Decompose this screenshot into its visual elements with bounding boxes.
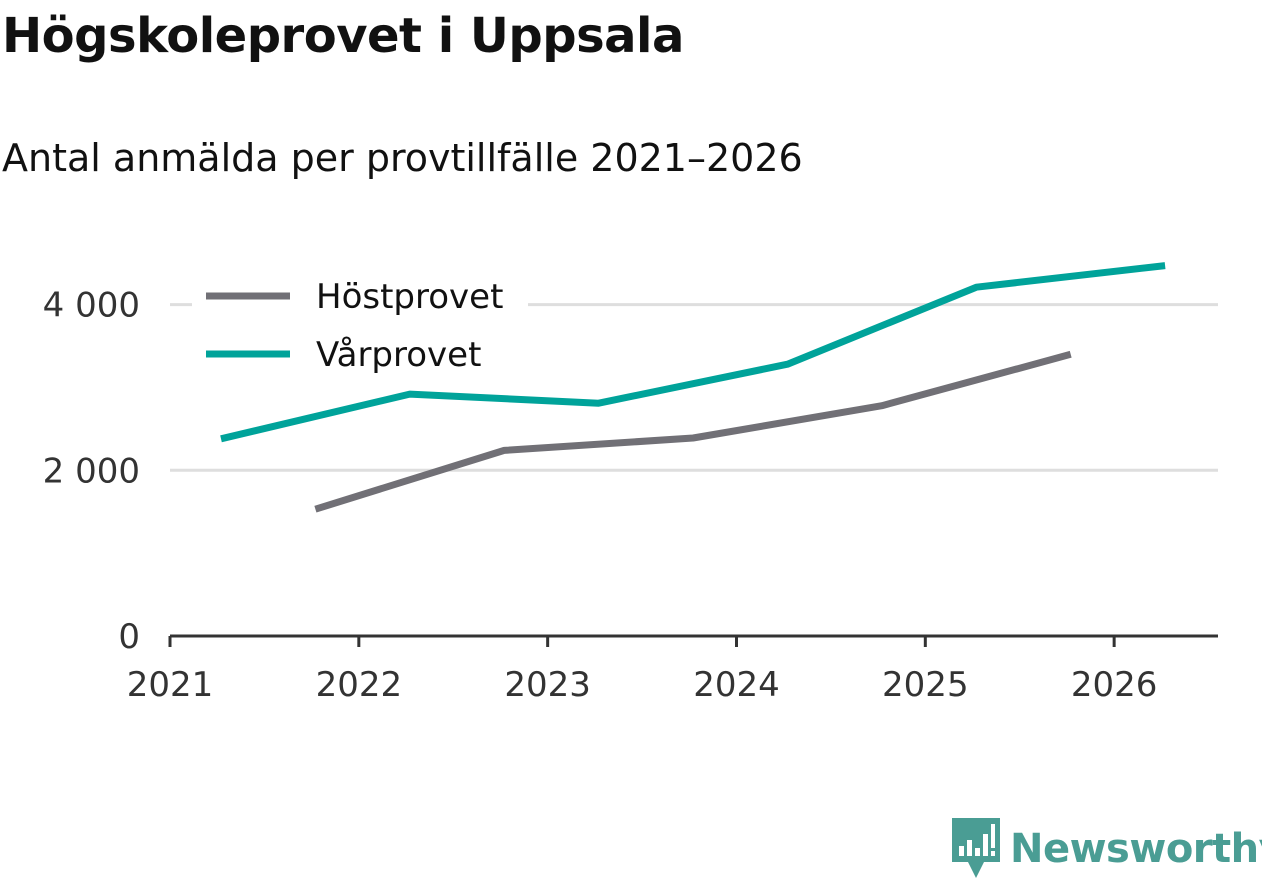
data-point-vårprovet [406,391,413,398]
series-lines [217,262,1169,513]
brand-logo: Newsworthy [952,818,1262,880]
brand-name: Newsworthy [1010,826,1262,872]
y-tick-label: 0 [118,617,140,657]
newsworthy-logo-icon [952,818,1000,878]
data-point-vårprovet [973,284,980,291]
legend-label-höstprovet: Höstprovet [316,277,503,317]
data-point-höstprovet [690,434,697,441]
x-tick-label: 2026 [1071,665,1158,705]
y-axis-labels: 0 2 000 4 000 [43,286,140,657]
x-tick-label: 2021 [127,665,214,705]
data-point-vårprovet [1162,262,1169,269]
legend-label-vårprovet: Vårprovet [316,335,481,375]
data-point-höstprovet [312,506,319,513]
y-tick-label: 4 000 [43,286,140,326]
x-tick-label: 2024 [693,665,780,705]
x-tick-label: 2023 [504,665,591,705]
legend: Höstprovet Vårprovet [192,270,528,386]
series-line-höstprovet [314,350,1072,513]
chart-title: Högskoleprovet i Uppsala [2,8,684,64]
data-point-vårprovet [784,361,791,368]
data-point-vårprovet [595,400,602,407]
x-tick-label: 2025 [882,665,969,705]
data-point-vårprovet [217,435,224,442]
data-point-höstprovet [878,402,885,409]
data-point-höstprovet [501,447,508,454]
y-tick-label: 2 000 [43,451,140,491]
x-tick-label: 2022 [316,665,403,705]
x-axis: 2021 2022 2023 2024 2025 2026 [127,634,1218,705]
legend-background [192,270,528,386]
data-point-höstprovet [1067,351,1074,358]
chart-subtitle: Antal anmälda per provtillfälle 2021–202… [2,136,803,180]
series-line-vårprovet [220,262,1166,443]
